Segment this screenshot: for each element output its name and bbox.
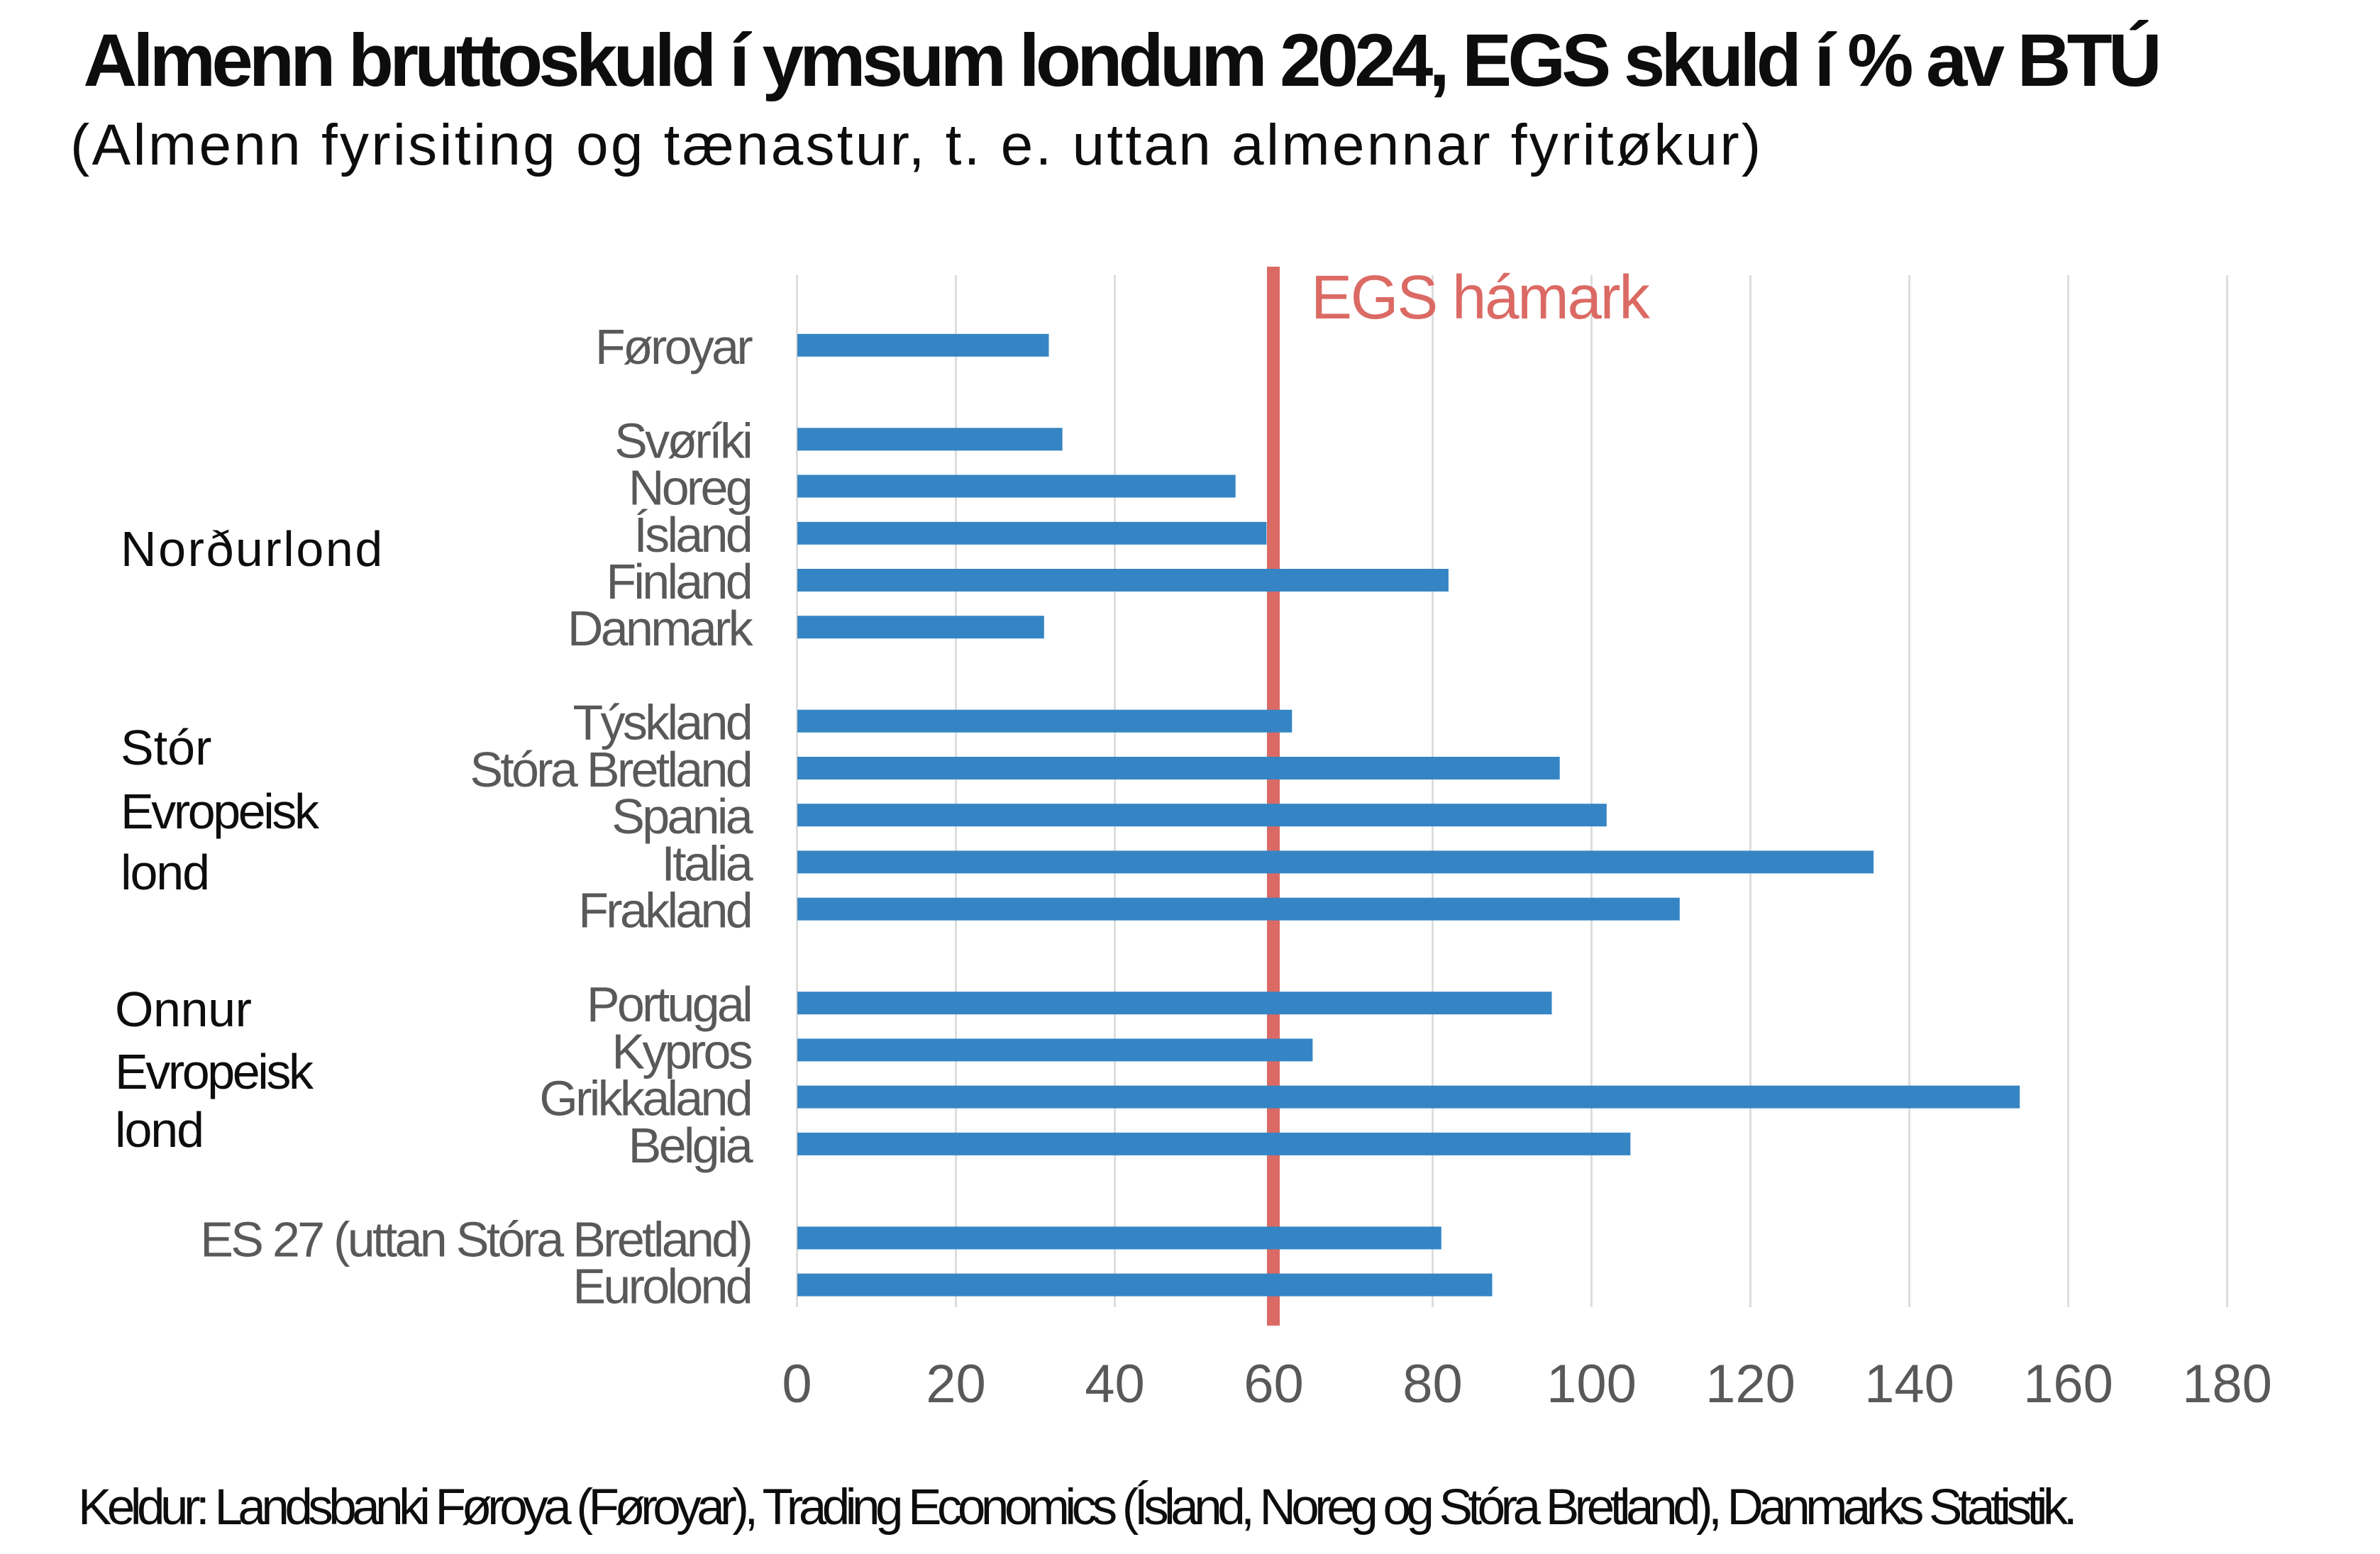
svg-text:Almenn bruttoskuld í ymsum lon: Almenn bruttoskuld í ymsum londum 2024, … bbox=[83, 19, 2158, 102]
svg-text:Danmark: Danmark bbox=[568, 601, 754, 656]
svg-text:Belgia: Belgia bbox=[629, 1118, 753, 1173]
svg-text:(Almenn fyrisiting og tænastur: (Almenn fyrisiting og tænastur, t. e. ut… bbox=[70, 113, 1763, 177]
svg-text:Spania: Spania bbox=[611, 789, 753, 844]
svg-text:Finland: Finland bbox=[606, 554, 751, 609]
svg-text:Frakland: Frakland bbox=[578, 883, 751, 938]
svg-text:160: 160 bbox=[2023, 1354, 2113, 1414]
svg-text:80: 80 bbox=[1402, 1354, 1463, 1414]
svg-text:Keldur: Landsbanki Føroya (Før: Keldur: Landsbanki Føroya (Føroyar), Tra… bbox=[78, 1480, 2074, 1536]
svg-text:ES 27 (uttan Stóra Bretland): ES 27 (uttan Stóra Bretland) bbox=[200, 1211, 751, 1267]
svg-text:40: 40 bbox=[1085, 1354, 1145, 1414]
svg-text:Stóra Bretland: Stóra Bretland bbox=[470, 742, 751, 797]
svg-text:Evropeisk: Evropeisk bbox=[115, 1044, 314, 1099]
svg-text:Portugal: Portugal bbox=[587, 977, 751, 1032]
svg-text:lond: lond bbox=[121, 845, 209, 900]
svg-text:lond: lond bbox=[115, 1102, 203, 1158]
svg-text:Svøríki: Svøríki bbox=[614, 413, 751, 468]
svg-text:Evropeisk: Evropeisk bbox=[121, 784, 320, 839]
svg-text:Týskland: Týskland bbox=[572, 695, 751, 750]
svg-text:Onnur: Onnur bbox=[115, 982, 252, 1037]
svg-text:20: 20 bbox=[926, 1354, 986, 1414]
svg-text:Eurolond: Eurolond bbox=[572, 1259, 751, 1314]
svg-text:120: 120 bbox=[1705, 1354, 1795, 1414]
svg-text:140: 140 bbox=[1864, 1354, 1954, 1414]
svg-text:Noreg: Noreg bbox=[629, 460, 751, 516]
svg-text:EGS hámark: EGS hámark bbox=[1311, 263, 1650, 332]
svg-text:180: 180 bbox=[2182, 1354, 2272, 1414]
svg-text:100: 100 bbox=[1546, 1354, 1637, 1414]
svg-text:Italia: Italia bbox=[661, 836, 753, 891]
svg-text:Norðurlond: Norðurlond bbox=[121, 521, 384, 577]
svg-text:Kypros: Kypros bbox=[611, 1023, 751, 1079]
svg-text:Grikkaland: Grikkaland bbox=[539, 1071, 751, 1126]
svg-text:0: 0 bbox=[782, 1354, 812, 1414]
svg-text:Ísland: Ísland bbox=[633, 507, 751, 562]
svg-text:Stór: Stór bbox=[121, 720, 211, 775]
svg-text:60: 60 bbox=[1244, 1354, 1304, 1414]
svg-text:Føroyar: Føroyar bbox=[595, 319, 753, 374]
